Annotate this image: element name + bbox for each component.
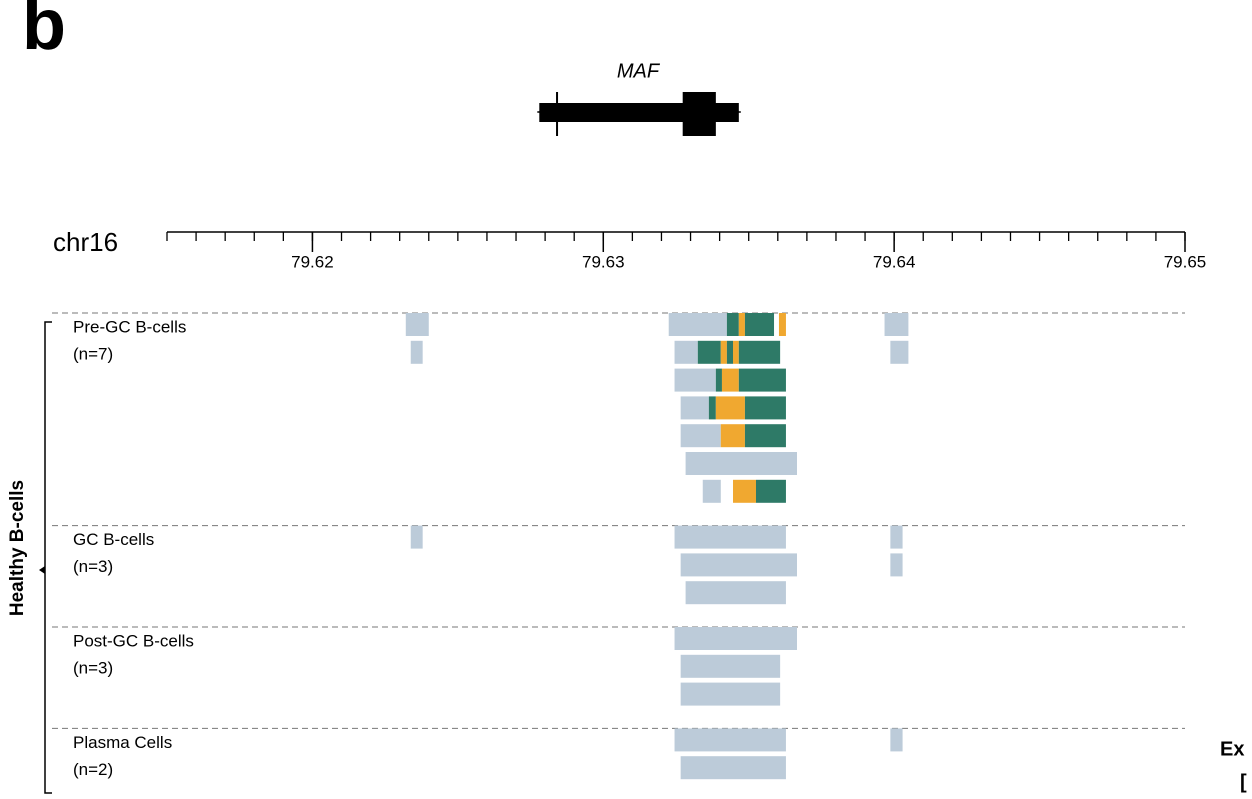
segment xyxy=(715,368,722,392)
chromosome-label: chr16 xyxy=(53,227,118,257)
segment xyxy=(744,424,786,448)
segment xyxy=(702,479,721,503)
segment xyxy=(674,627,797,650)
segment xyxy=(738,368,786,392)
segment xyxy=(720,340,727,364)
segment xyxy=(410,525,423,549)
segment xyxy=(890,340,909,364)
bracket-arrow xyxy=(39,566,45,574)
x-tick-label: 79.62 xyxy=(291,252,334,271)
bracket-label: Healthy B-cells xyxy=(7,480,28,616)
segment xyxy=(726,313,739,336)
segment xyxy=(405,313,429,336)
gene-thick xyxy=(682,92,716,136)
x-tick-label: 79.65 xyxy=(1164,252,1207,271)
segment xyxy=(721,368,739,392)
segment xyxy=(685,452,797,475)
x-tick-label: 79.63 xyxy=(582,252,625,271)
group-n: (n=3) xyxy=(73,658,113,677)
segment xyxy=(744,396,786,420)
segment xyxy=(890,525,903,549)
segment xyxy=(738,313,745,336)
segment xyxy=(680,424,721,448)
group-name: Plasma Cells xyxy=(73,733,172,752)
segment xyxy=(680,396,709,420)
segment xyxy=(726,340,734,364)
segment xyxy=(668,313,727,336)
segment xyxy=(674,728,786,752)
segment xyxy=(890,553,903,577)
segment xyxy=(720,424,745,448)
segment xyxy=(708,396,716,420)
group-name: Post-GC B-cells xyxy=(73,631,194,650)
segment xyxy=(674,340,698,364)
cut-text: [ xyxy=(1240,771,1247,793)
segment xyxy=(410,340,423,364)
segment xyxy=(755,479,786,503)
group-n: (n=3) xyxy=(73,557,113,576)
panel-label: b xyxy=(22,0,66,65)
segment xyxy=(685,581,786,605)
group-n: (n=7) xyxy=(73,344,113,363)
x-tick-label: 79.64 xyxy=(873,252,916,271)
segment xyxy=(715,396,745,420)
cut-text: Ex xyxy=(1220,738,1244,760)
group-n: (n=2) xyxy=(73,760,113,779)
group-name: Pre-GC B-cells xyxy=(73,317,186,336)
segment xyxy=(680,654,781,678)
segment xyxy=(744,313,775,336)
segment xyxy=(680,756,786,780)
segment xyxy=(680,682,781,706)
segment xyxy=(733,479,756,503)
segment xyxy=(733,340,739,364)
segment xyxy=(680,553,797,577)
segment xyxy=(890,728,903,752)
segment xyxy=(738,340,781,364)
segment xyxy=(674,525,786,549)
gene-name: MAF xyxy=(617,60,661,82)
segment xyxy=(697,340,721,364)
bracket xyxy=(44,321,52,794)
group-name: GC B-cells xyxy=(73,530,154,549)
segment xyxy=(884,313,909,336)
segment xyxy=(674,368,716,392)
segment xyxy=(778,313,786,336)
